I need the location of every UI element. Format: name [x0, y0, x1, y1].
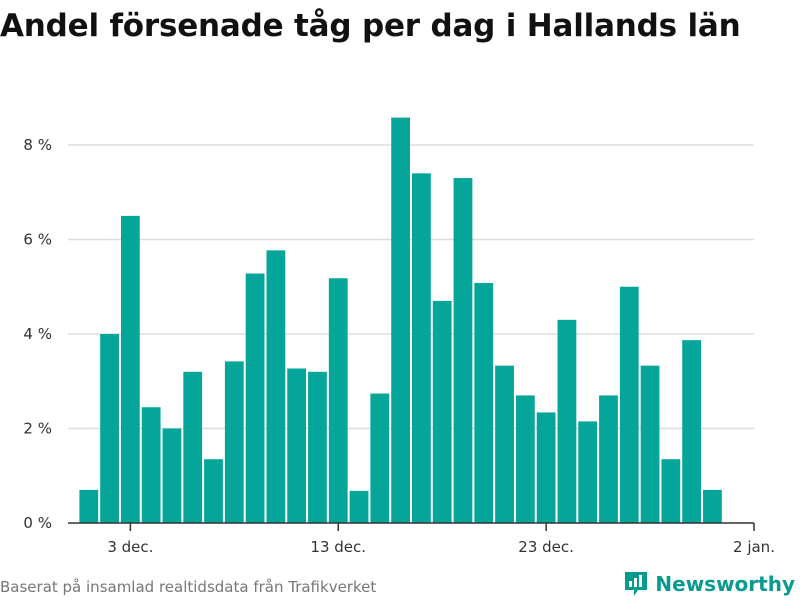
- bar: [453, 178, 473, 523]
- y-tick-label: 0 %: [23, 514, 52, 532]
- bar: [703, 489, 722, 523]
- bar: [204, 459, 223, 523]
- bar: [640, 365, 660, 523]
- chart-title: Andel försenade tåg per dag i Hallands l…: [0, 8, 741, 44]
- newsworthy-logo-icon: [625, 572, 648, 596]
- tick-labels: 0 % 2 % 4 % 6 % 8 % 3 dec. 13 dec. 23 dec. 2 jan…: [23, 136, 775, 556]
- bar: [412, 173, 431, 523]
- grid-lines: [68, 144, 754, 430]
- x-tick-label: 3 dec.: [107, 538, 153, 556]
- bar: [266, 250, 286, 523]
- bar: [245, 273, 265, 523]
- bar: [224, 361, 244, 523]
- bar: [391, 117, 410, 523]
- y-tick-label: 4 %: [23, 325, 52, 343]
- bar: [619, 286, 639, 523]
- brand[interactable]: Newsworthy: [623, 570, 795, 598]
- y-tick-label: 2 %: [23, 420, 52, 438]
- bar: [515, 395, 535, 523]
- bar: [432, 300, 452, 523]
- x-tick-label: 13 dec.: [310, 538, 366, 556]
- bar: [141, 407, 161, 523]
- bars: [79, 117, 722, 524]
- bar: [557, 319, 577, 523]
- bar: [162, 428, 182, 523]
- axes: [68, 522, 755, 531]
- bar: [79, 489, 99, 523]
- bar: [308, 371, 327, 523]
- x-tick-label: 23 dec.: [518, 538, 574, 556]
- bar: [682, 340, 702, 523]
- source-note: Baserat på insamlad realtidsdata från Tr…: [0, 578, 377, 596]
- y-tick-label: 6 %: [23, 231, 52, 249]
- bar: [100, 334, 119, 523]
- bar: [370, 393, 390, 523]
- bar: [661, 459, 681, 523]
- bar: [349, 490, 369, 523]
- bar: [536, 412, 556, 523]
- bar: [599, 395, 618, 523]
- bar: [328, 278, 348, 523]
- y-tick-label: 8 %: [23, 136, 52, 154]
- bar: [474, 282, 494, 523]
- bar: [578, 421, 598, 523]
- bar: [495, 365, 514, 523]
- x-tick-label: 2 jan.: [733, 538, 775, 556]
- bar: [183, 371, 203, 523]
- bar: [287, 368, 307, 523]
- bar: [120, 215, 140, 524]
- brand-name: Newsworthy: [655, 572, 795, 596]
